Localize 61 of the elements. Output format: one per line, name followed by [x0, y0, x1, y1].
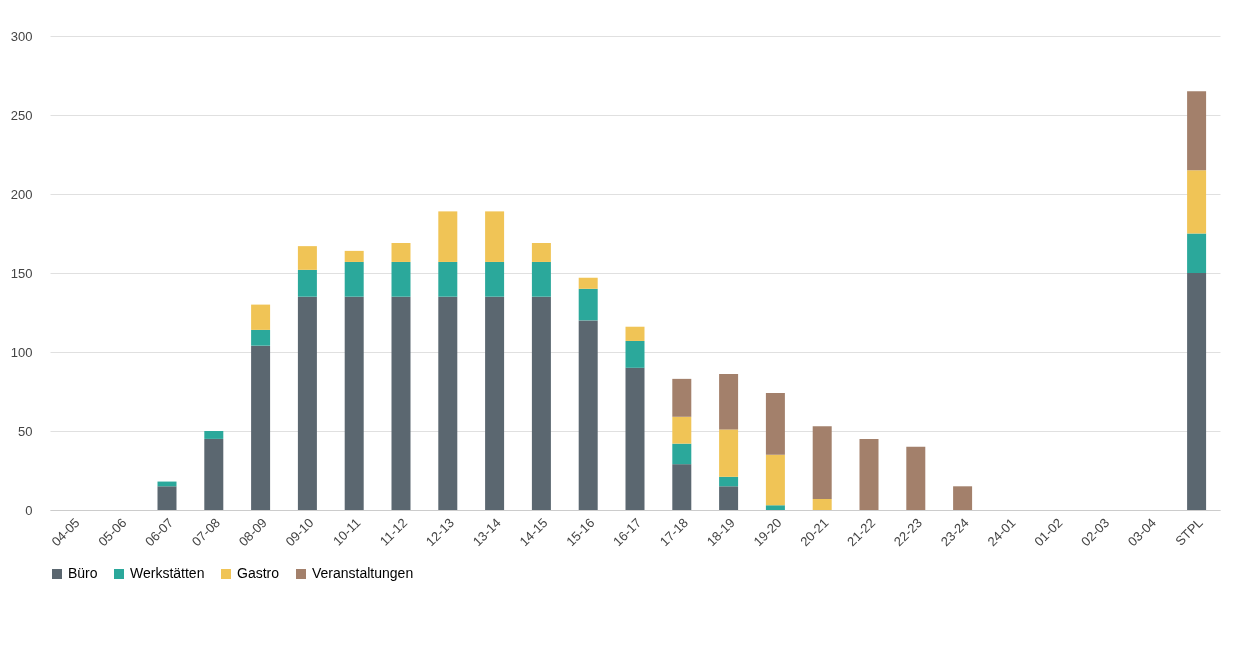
- bar: [391, 296, 411, 510]
- bar: [485, 261, 505, 297]
- bar: [812, 498, 832, 510]
- bar: [438, 261, 458, 297]
- bar: [672, 378, 692, 417]
- bar: [531, 296, 551, 510]
- bar: [625, 367, 645, 510]
- bar: [438, 211, 458, 262]
- y-tick-label: 300: [10, 28, 33, 44]
- bar: [765, 393, 785, 455]
- bar: [625, 326, 645, 341]
- bar: [672, 464, 692, 510]
- bar: [204, 438, 224, 510]
- bar: [906, 446, 926, 510]
- bar: [625, 340, 645, 368]
- bar: [1187, 273, 1207, 510]
- bar: [297, 296, 317, 510]
- bar: [344, 296, 364, 510]
- bar: [485, 296, 505, 510]
- bar: [344, 261, 364, 297]
- bar: [157, 486, 177, 510]
- bar: [531, 261, 551, 297]
- bar: [531, 242, 551, 262]
- y-tick-label: 150: [10, 265, 33, 281]
- bar: [297, 246, 317, 270]
- bar: [251, 329, 271, 346]
- bar: [672, 416, 692, 444]
- bar: [953, 486, 973, 510]
- bar: [485, 211, 505, 262]
- y-tick-label: 250: [10, 107, 33, 123]
- bar: [578, 277, 598, 289]
- bar: [391, 261, 411, 297]
- bar: [1187, 91, 1207, 171]
- bar: [251, 345, 271, 510]
- bar: [438, 296, 458, 510]
- y-tick-label: 200: [10, 186, 33, 202]
- y-tick-label: 0: [25, 502, 33, 518]
- bar: [344, 250, 364, 262]
- bar: [719, 486, 739, 510]
- bar: [765, 454, 785, 506]
- legend-label: Veranstaltungen: [312, 565, 414, 581]
- bar: [1187, 233, 1207, 273]
- bar: [578, 320, 598, 510]
- bar: [578, 288, 598, 321]
- bar: [859, 438, 879, 510]
- legend-label: Büro: [68, 565, 98, 581]
- bar: [719, 374, 739, 430]
- bar: [204, 431, 224, 439]
- legend-label: Gastro: [237, 565, 280, 581]
- legend-label: Werkstätten: [130, 565, 205, 581]
- bar: [765, 505, 785, 510]
- bar: [719, 429, 739, 477]
- bar: [672, 443, 692, 465]
- bar: [1187, 170, 1207, 234]
- bar: [391, 242, 411, 262]
- bar: [719, 476, 739, 487]
- bar: [812, 426, 832, 499]
- bar: [251, 304, 271, 330]
- y-tick-label: 100: [10, 344, 33, 360]
- y-tick-label: 50: [18, 423, 33, 439]
- bar: [297, 269, 317, 297]
